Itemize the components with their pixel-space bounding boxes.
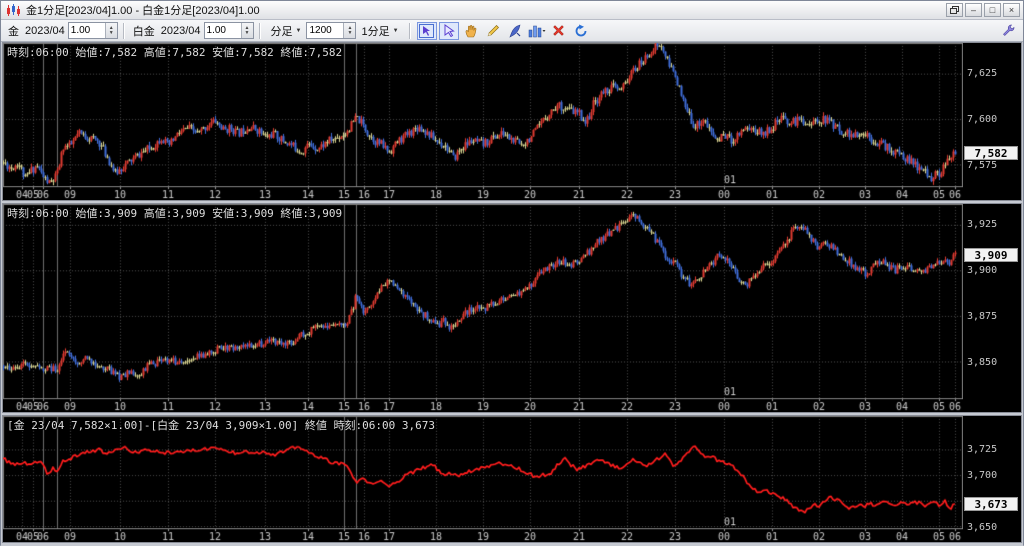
platinum-multiplier-spinbox[interactable]: ▲▼ (203, 22, 254, 39)
price-axis-label: 7,575 (967, 160, 998, 171)
settings-wrench-icon (1002, 24, 1014, 36)
platinum-candlestick-chart[interactable] (3, 204, 963, 412)
chart-type-icon (528, 25, 546, 37)
refresh-icon (575, 24, 586, 36)
gold-multiplier-spinbox[interactable]: ▲▼ (67, 22, 118, 39)
gold-symbol-label: 金 (8, 25, 19, 38)
price-axis-label: 3,650 (967, 522, 998, 533)
settings-button[interactable] (998, 22, 1018, 40)
chevron-down-icon: ▼ (295, 27, 302, 34)
delete-drawing-button[interactable] (549, 22, 569, 40)
gold-multiplier-spinner[interactable]: ▲ ▼ (104, 23, 117, 38)
bar-type-dropdown[interactable]: 分足 ▼ (270, 25, 302, 38)
window-title: 金1分足[2023/04]1.00 - 白金1分足[2023/04]1.00 (26, 5, 260, 17)
candlestick-app-icon (7, 3, 20, 16)
price-axis-label: 3,700 (967, 470, 998, 481)
bar-count-spinbox[interactable]: ▲▼ (306, 22, 357, 39)
pencil-draw-button[interactable] (483, 22, 503, 40)
last-price-badge: 3,673 (964, 497, 1018, 511)
spread-readout: [金 23/04 7,582×1.00]-[白金 23/04 3,909×1.0… (7, 419, 435, 432)
toolbar-separator (258, 22, 261, 39)
bar-count-spinner[interactable]: ▲ ▼ (343, 23, 356, 38)
spread-chart-panel: [金 23/04 7,582×1.00]-[白金 23/04 3,909×1.0… (2, 415, 1022, 543)
quill-annotate-icon (508, 24, 520, 38)
refresh-button[interactable] (571, 22, 591, 40)
float-window-button[interactable] (946, 3, 963, 17)
platinum-price-axis: 3,925 3,900 3,875 3,850 3,909 (963, 204, 1021, 412)
maximize-button[interactable]: □ (984, 3, 1001, 17)
platinum-multiplier-input[interactable] (204, 24, 241, 37)
platinum-ohlc-readout: 時刻:06:00 始値:3,909 高値:3,909 安値:3,909 終値:3… (7, 207, 343, 220)
spread-line-chart[interactable] (3, 416, 963, 542)
pencil-draw-icon (487, 24, 499, 36)
last-price-badge: 7,582 (964, 146, 1018, 160)
gold-candlestick-chart[interactable] (3, 43, 963, 200)
price-axis-label: 3,875 (967, 311, 998, 322)
price-axis-label: 3,925 (967, 219, 998, 230)
platinum-chart-panel: 時刻:06:00 始値:3,909 高値:3,909 安値:3,909 終値:3… (2, 203, 1022, 413)
chevron-down-icon: ▼ (392, 27, 399, 34)
toolbar-separator (122, 22, 125, 39)
price-axis-label: 3,900 (967, 265, 998, 276)
hand-pan-button[interactable] (461, 22, 481, 40)
price-axis-label: 3,850 (967, 357, 998, 368)
price-axis-label: 7,625 (967, 68, 998, 79)
toolbar: 金 2023/04 ▲▼ 白金 2023/04 ▲▼ 分足▼ ▲▼ 1分足▼ (1, 20, 1023, 42)
price-axis-label: 7,600 (967, 114, 998, 125)
gold-month-label: 2023/04 (25, 24, 65, 37)
toolbar-separator (408, 22, 411, 39)
last-price-badge: 3,909 (964, 248, 1018, 262)
minimize-button[interactable]: – (965, 3, 982, 17)
gold-multiplier-input[interactable] (68, 24, 105, 37)
select-arrow-icon (444, 24, 455, 37)
gold-ohlc-readout: 時刻:06:00 始値:7,582 高値:7,582 安値:7,582 終値:7… (7, 46, 343, 59)
gold-price-axis: 7,625 7,600 7,575 7,582 (963, 43, 1021, 200)
hand-pan-icon (465, 24, 476, 37)
gold-chart-panel: 時刻:06:00 始値:7,582 高値:7,582 安値:7,582 終値:7… (2, 42, 1022, 201)
crosshair-track-icon (419, 23, 435, 38)
title-bar[interactable]: 金1分足[2023/04]1.00 - 白金1分足[2023/04]1.00 –… (1, 1, 1023, 20)
bar-count-input[interactable] (307, 24, 344, 37)
price-axis-label: 3,725 (967, 444, 998, 455)
chart-type-button[interactable] (527, 22, 547, 40)
chart-panels-container: 時刻:06:00 始値:7,582 高値:7,582 安値:7,582 終値:7… (1, 42, 1023, 546)
interval-dropdown[interactable]: 1分足 ▼ (361, 25, 399, 38)
platinum-symbol-label: 白金 (132, 25, 155, 38)
platinum-multiplier-spinner[interactable]: ▲ ▼ (240, 23, 253, 38)
close-button[interactable]: × (1003, 3, 1020, 17)
crosshair-track-button[interactable] (416, 21, 437, 40)
platinum-month-label: 2023/04 (160, 24, 201, 37)
select-arrow-button[interactable] (438, 21, 459, 40)
delete-x-icon (553, 25, 564, 36)
quill-annotate-button[interactable] (505, 22, 525, 40)
